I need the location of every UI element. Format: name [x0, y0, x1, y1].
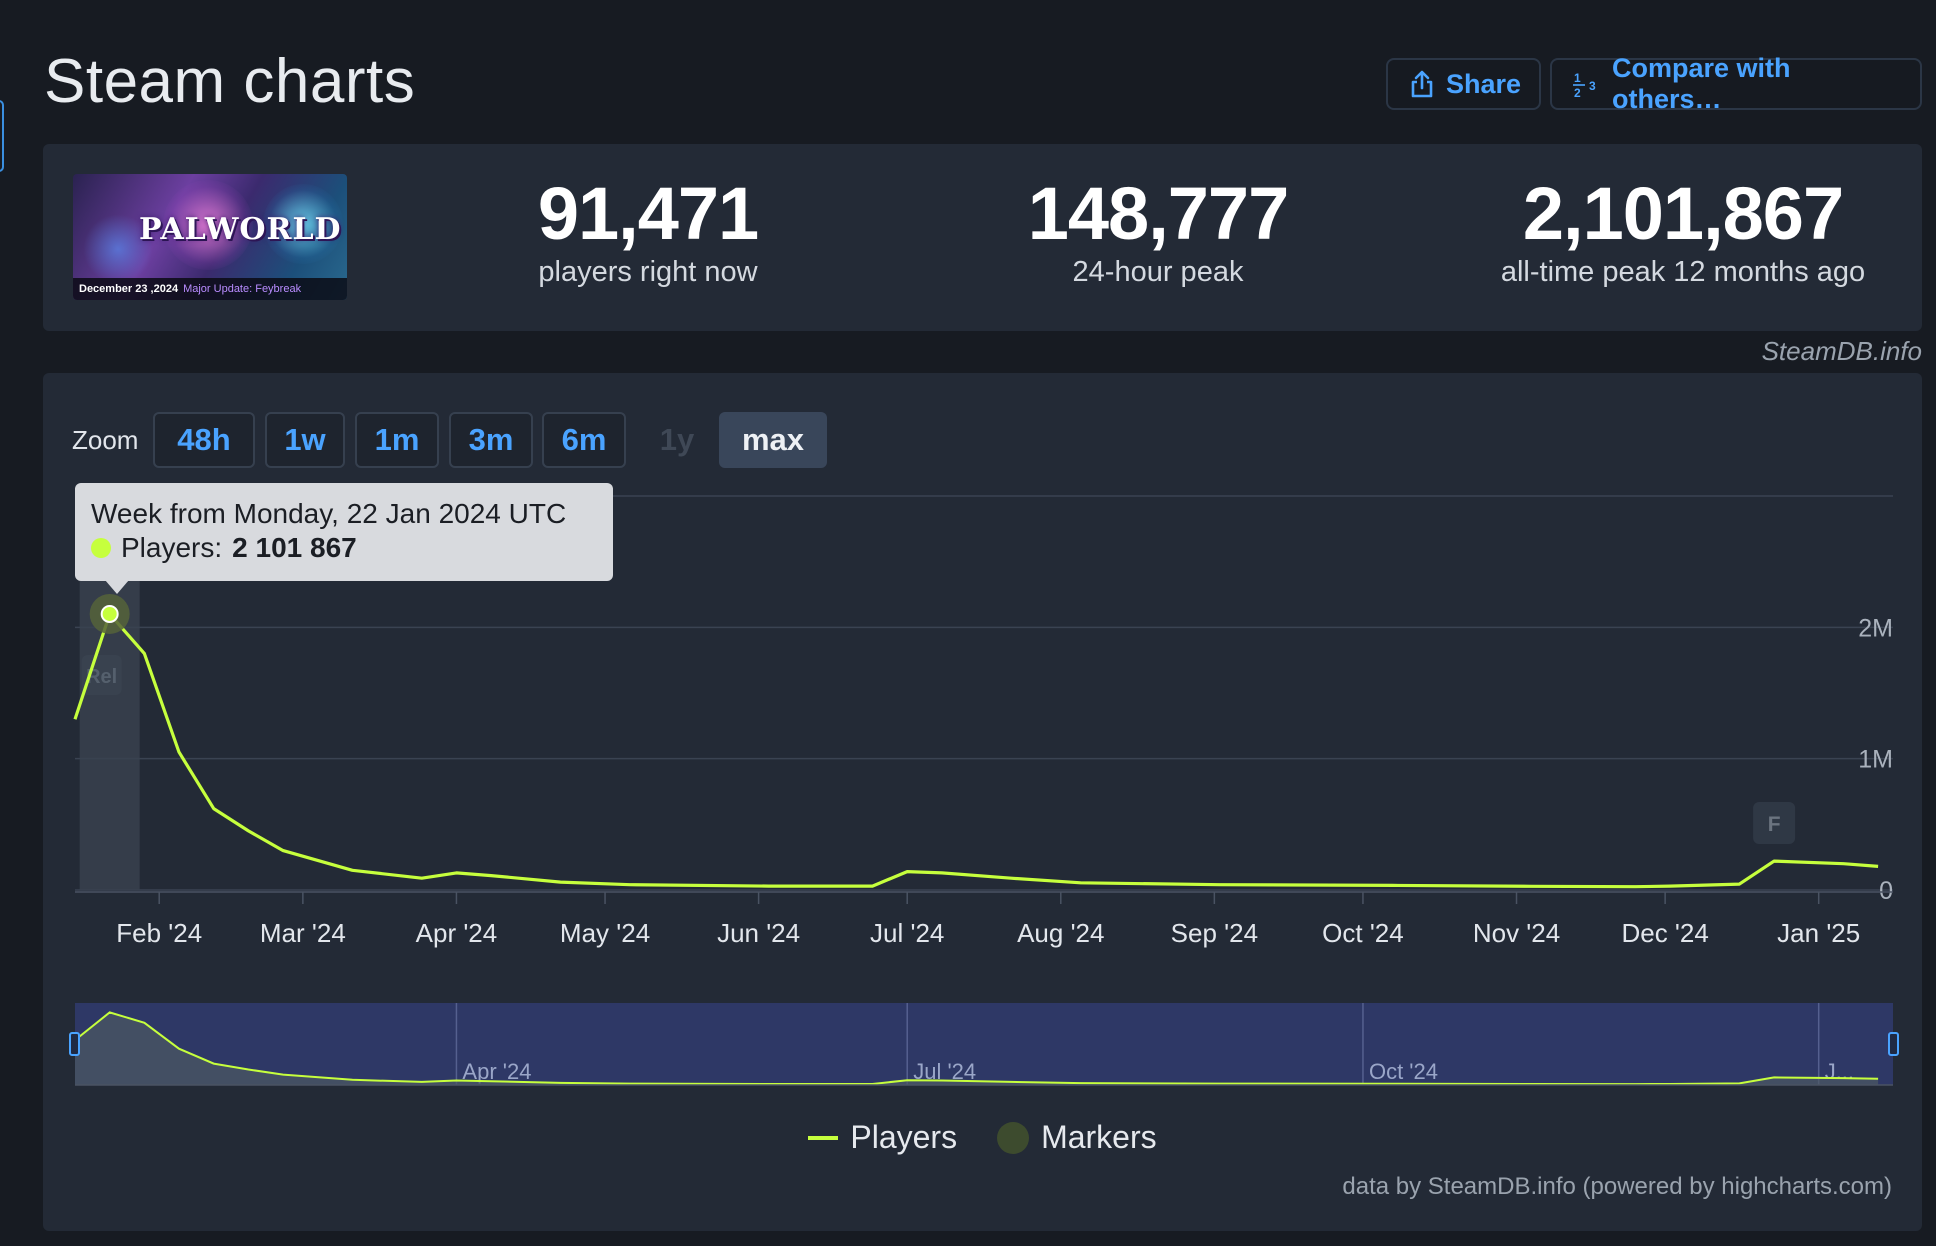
side-panel-tab[interactable] — [0, 100, 4, 172]
zoom-button-3m[interactable]: 3m — [449, 412, 533, 468]
stat-all-time-peak: 2,101,867 all-time peak 12 months ago — [1423, 174, 1936, 289]
x-tick-label: Oct '24 — [1322, 918, 1404, 948]
zoom-button-max[interactable]: max — [719, 412, 827, 468]
x-tick-label: Sep '24 — [1171, 918, 1258, 948]
tooltip-series-label: Players: — [121, 532, 223, 563]
players-series-line — [73, 612, 1879, 889]
chart-credits[interactable]: data by SteamDB.info (powered by highcha… — [1342, 1173, 1892, 1200]
tooltip-series-row: Players: 2 101 867 — [91, 531, 597, 565]
x-tick-label: Jan '25 — [1777, 918, 1860, 948]
svg-text:3: 3 — [1589, 79, 1596, 93]
legend-dot-symbol — [997, 1121, 1030, 1154]
navigator-handle-right[interactable] — [1888, 1032, 1899, 1056]
share-icon — [1408, 69, 1436, 99]
zoom-label: Zoom — [72, 425, 139, 455]
navigator-handle-left[interactable] — [69, 1032, 80, 1056]
share-label: Share — [1446, 68, 1522, 99]
chart-legend: Players Markers — [43, 1119, 1922, 1156]
tooltip-series-dot — [91, 538, 111, 558]
tooltip-arrow — [105, 580, 129, 594]
player-count-chart[interactable]: 0 1M 2M Rel F Feb '24 Mar '24 Apr '24 May '24 Jun… — [43, 373, 1922, 1231]
x-tick-label: Mar '24 — [260, 918, 346, 948]
x-tick-label: Apr '24 — [416, 918, 498, 948]
update-marker-label: F — [1768, 813, 1781, 836]
svg-text:2: 2 — [1574, 86, 1581, 99]
navigator-mask — [75, 1003, 1893, 1085]
game-header-image[interactable]: PALWORLD December 23 ,2024 Major Update:… — [73, 174, 347, 300]
source-link[interactable]: SteamDB.info — [1761, 336, 1922, 366]
stat-value: 91,471 — [537, 172, 759, 255]
x-tick-label: Aug '24 — [1017, 918, 1104, 948]
stats-card: PALWORLD December 23 ,2024 Major Update:… — [43, 144, 1922, 331]
legend-line-symbol — [808, 1135, 839, 1140]
chart-tooltip: Week from Monday, 22 Jan 2024 UTC Player… — [75, 483, 613, 581]
zoom-button-48h[interactable]: 48h — [153, 412, 255, 468]
x-tick-label: Feb '24 — [116, 918, 202, 948]
y-tick-label: 2M — [1858, 614, 1893, 642]
compare-label: Compare with others… — [1612, 53, 1791, 114]
legend-item-markers[interactable]: Markers — [997, 1119, 1157, 1156]
highlight-point — [100, 604, 119, 623]
stat-value: 2,101,867 — [1522, 172, 1844, 255]
legend-item-players[interactable]: Players — [808, 1119, 957, 1156]
banner-text: Major Update: Feybreak — [183, 283, 302, 295]
x-tick-label: Dec '24 — [1621, 918, 1708, 948]
navigator-line — [74, 1011, 1879, 1086]
zoom-button-1m[interactable]: 1m — [355, 412, 439, 468]
stat-label: players right now — [538, 256, 758, 288]
navigator-tick-label: Apr '24 — [462, 1059, 531, 1084]
page-title: Steam charts — [44, 47, 416, 116]
x-tick-label: Jun '24 — [717, 918, 800, 948]
stat-value: 148,777 — [1027, 172, 1290, 255]
stat-label: all-time peak 12 months ago — [1500, 256, 1866, 288]
x-tick-label: Jul '24 — [870, 918, 944, 948]
game-banner: December 23 ,2024 Major Update: Feybreak — [73, 278, 347, 300]
tooltip-series-value: 2 101 867 — [232, 532, 357, 563]
legend-label: Markers — [1041, 1119, 1157, 1155]
navigator-tick-label: Oct '24 — [1369, 1059, 1438, 1084]
share-button[interactable]: Share — [1386, 58, 1541, 110]
stat-players-now: 91,471 players right now — [463, 174, 833, 289]
legend-label: Players — [850, 1119, 958, 1155]
release-marker-label: Rel — [86, 666, 117, 688]
banner-date: December 23 ,2024 — [79, 283, 179, 295]
stat-24h-peak: 148,777 24-hour peak — [973, 174, 1343, 289]
x-tick-label: Nov '24 — [1473, 918, 1560, 948]
y-tick-label: 0 — [1879, 877, 1893, 905]
zoom-button-1y: 1y — [659, 422, 695, 457]
zoom-button-6m[interactable]: 6m — [542, 412, 626, 468]
svg-text:1: 1 — [1574, 71, 1581, 85]
x-tick-label: May '24 — [560, 918, 650, 948]
navigator-area — [75, 1012, 1879, 1085]
chart-card: Zoom 48h 1w 1m 3m 6m 1y max 0 1M 2M Rel F Feb… — [43, 373, 1922, 1231]
tooltip-header: Week from Monday, 22 Jan 2024 UTC — [91, 498, 567, 529]
zoom-button-1w[interactable]: 1w — [265, 412, 345, 468]
update-marker-badge — [1753, 802, 1796, 844]
game-logo-text: PALWORLD — [139, 212, 342, 247]
stat-label: 24-hour peak — [1072, 256, 1244, 288]
y-tick-label: 1M — [1858, 746, 1893, 774]
